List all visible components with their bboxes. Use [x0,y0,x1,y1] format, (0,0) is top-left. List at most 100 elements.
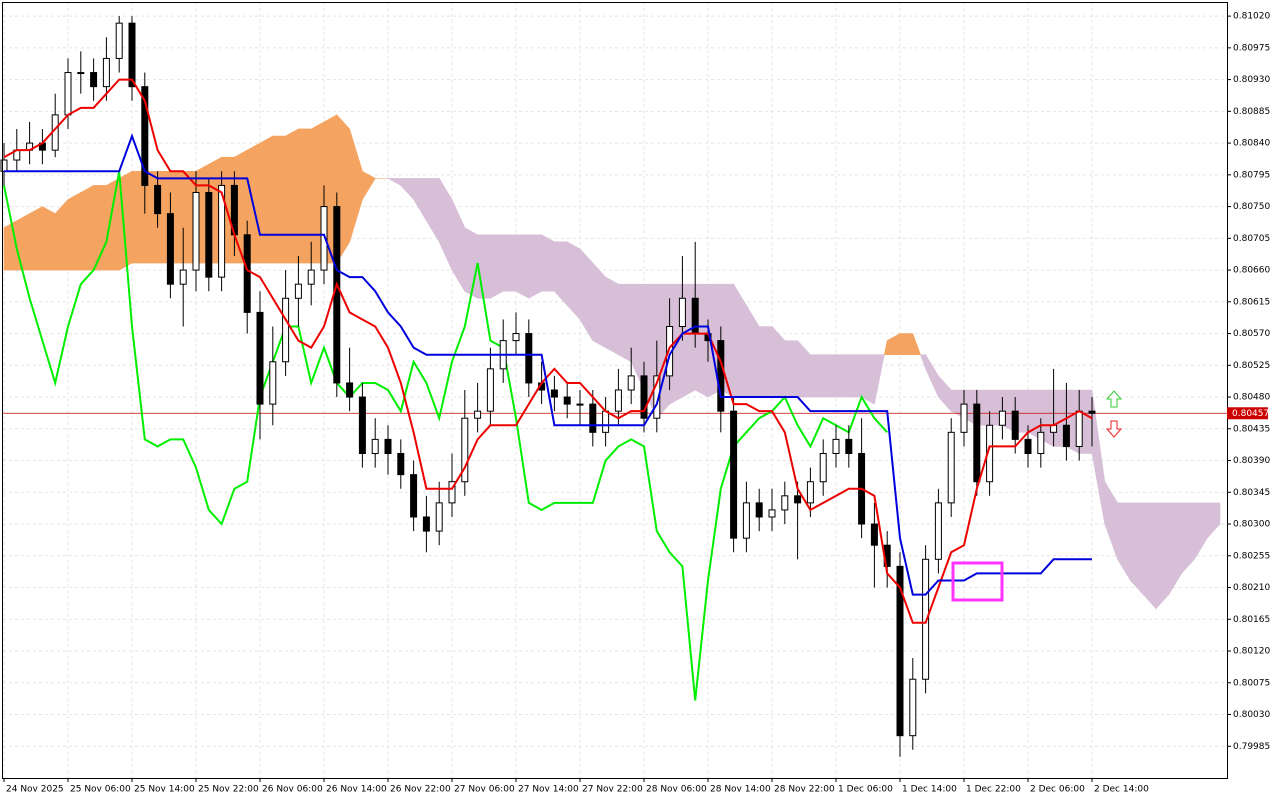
x-tick-label: 25 Nov 22:00 [198,785,259,795]
cloud-segment [16,213,30,271]
candle-body [1050,424,1058,433]
candle-body [192,191,200,271]
candle-body [205,191,213,278]
cloud-segment [490,234,504,299]
indicator-lines [3,171,1227,701]
x-tick-label: 2 Dec 06:00 [1030,785,1085,795]
candle-body [320,206,328,271]
candle-body [128,22,136,88]
candle-body [294,283,302,299]
candles [0,16,1096,757]
candle-body [1075,410,1083,447]
x-tick-label: 27 Nov 14:00 [518,785,579,795]
x-tick-label: 26 Nov 14:00 [326,785,387,795]
axes: 0.81020 0.80975 0.80930 0.80885 0.80840 0.807… [3,12,1270,795]
candle-body [179,269,187,285]
cloud-segment [1130,502,1144,596]
y-tick-label: 0.81020 [1233,12,1270,22]
cloud-segment [80,184,94,271]
x-tick-label: 27 Nov 06:00 [454,785,515,795]
candle-body [947,431,955,504]
candle-body [410,474,418,518]
current-price-label: 0.80457 [1232,409,1269,419]
candle-body [435,502,443,532]
candle-body [166,213,174,285]
y-tick-label: 0.80840 [1233,139,1270,149]
sell-arrow [1105,420,1123,438]
cloud-segment [1155,502,1170,610]
candle-body [1011,410,1019,440]
x-tick-label: 1 Dec 14:00 [902,785,957,795]
candle-body [973,403,981,483]
candle-body [102,57,110,88]
candle-body [371,438,379,454]
cloud-segment [848,354,862,398]
cloud-segment [1142,502,1157,610]
candle-body [755,502,763,518]
x-tick-label: 24 Nov 2025 [6,785,64,795]
candle-body [1062,424,1070,447]
highlight-box [951,561,1004,602]
indicator-line [4,133,1092,596]
cloud-segment [566,241,581,321]
candle-body [397,452,405,476]
candle-body [358,396,366,454]
x-tick-label: 25 Nov 14:00 [134,785,195,795]
cloud [3,114,1221,610]
y-tick-label: 0.80570 [1233,329,1270,339]
cloud-segment [912,333,921,356]
current-price-tag [1227,407,1268,420]
candle-body [1088,410,1096,414]
y-tick-label: 0.80525 [1233,361,1270,371]
cloud-segment [822,354,837,398]
cloud-segment [528,234,542,299]
cloud-segment [477,234,491,299]
candle-body [794,495,802,504]
cloud-segment [758,326,773,398]
y-tick-label: 0.80660 [1233,266,1270,276]
y-tick-label: 0.80975 [1233,43,1270,53]
candle-body [154,184,162,215]
candle-body [909,678,917,737]
candle-body [819,452,827,483]
candle-body [730,410,738,539]
overlays [3,78,1093,624]
candle-body [384,438,392,454]
candle-body [333,206,341,384]
candle-body [256,311,264,405]
candle-body [243,234,251,313]
cloud-segment [464,227,478,299]
x-tick-label: 27 Nov 22:00 [582,785,643,795]
buy-arrow [1105,390,1123,408]
candle-body [422,516,430,532]
candle-body [474,410,482,419]
x-tick-label: 26 Nov 06:00 [262,785,323,795]
y-tick-label: 0.80435 [1233,424,1270,434]
y-tick-label: 0.80480 [1233,393,1270,403]
candle-body [64,72,72,116]
candle-body [832,438,840,454]
candle-body [461,417,469,483]
x-tick-label: 25 Nov 06:00 [70,785,131,795]
candle-body [115,22,123,59]
candle-body [717,340,725,412]
y-tick-label: 0.79985 [1233,742,1270,752]
y-tick-label: 0.80255 [1233,551,1270,561]
candle-body [934,502,942,560]
candle-body [870,523,878,546]
candle-body [346,382,354,398]
y-tick-label: 0.80120 [1233,647,1270,657]
y-tick-label: 0.80345 [1233,488,1270,498]
y-tick-label: 0.80210 [1233,583,1270,593]
cloud-segment [605,276,619,356]
y-tick-label: 0.80390 [1233,456,1270,466]
cloud-segment [784,340,798,398]
cloud-segment [362,170,376,201]
candle-body [1037,431,1045,454]
candle-body [0,159,8,172]
cloud-segment [592,262,606,349]
plot-border [2,2,1228,779]
cloud-segment [810,354,824,398]
cloud-segment [259,135,274,264]
x-tick-label: 28 Nov 06:00 [646,785,707,795]
